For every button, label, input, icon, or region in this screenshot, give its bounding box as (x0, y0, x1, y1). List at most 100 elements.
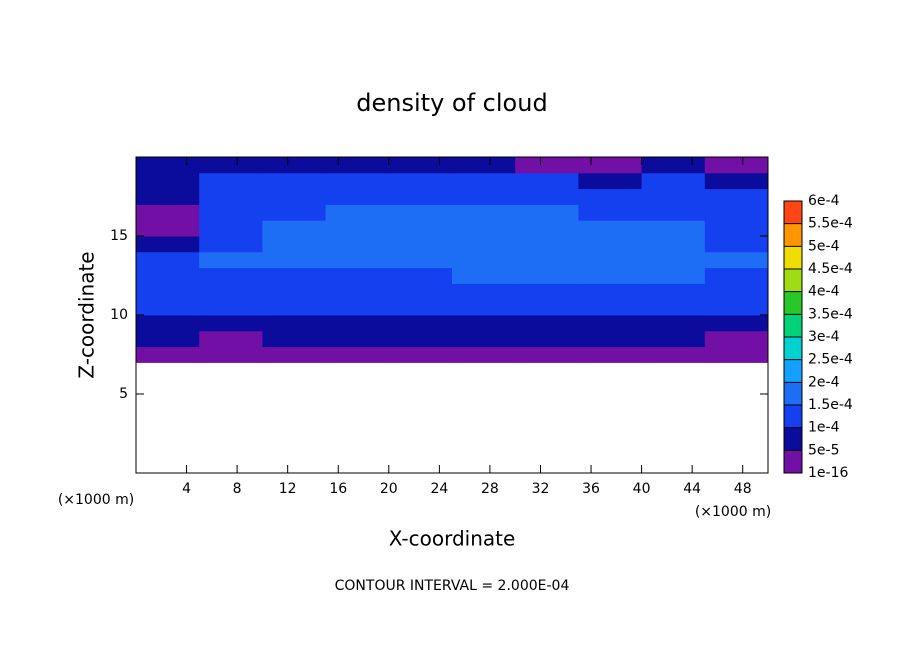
contour-cell (641, 188, 706, 205)
contour-cell (452, 267, 516, 284)
contour-cell (578, 188, 643, 205)
x-tick-label: 28 (481, 481, 499, 497)
contour-cell (325, 251, 390, 269)
contour-cell (199, 299, 263, 316)
contour-cell (262, 236, 327, 253)
colorbar-band (784, 427, 802, 451)
contour-cell (578, 236, 643, 253)
contour-cell (262, 267, 327, 284)
colorbar-label: 4e-4 (808, 284, 840, 300)
contour-cell (199, 283, 263, 300)
contour-cell (388, 315, 453, 332)
contour-cell (388, 236, 453, 253)
contour-cell (641, 299, 706, 316)
contour-cell (136, 315, 200, 332)
contour-cell (199, 330, 263, 348)
contour-cell (515, 346, 579, 363)
contour-cell (136, 267, 200, 284)
contour-cell (452, 157, 516, 174)
colorbar-band (784, 201, 802, 224)
colorbar-label: 1e-4 (808, 420, 840, 436)
contour-cell (325, 188, 390, 205)
contour-cell (388, 283, 453, 300)
contour-cell (515, 267, 579, 284)
contour-cell (515, 188, 579, 205)
contour-cell (136, 236, 200, 253)
contour-cell (388, 172, 453, 190)
contour-cell (578, 251, 643, 269)
contour-cell (452, 330, 516, 348)
colorbar-label: 5e-4 (808, 238, 840, 254)
y-axis-title: Z-coordinate (75, 251, 99, 378)
contour-cell (262, 346, 327, 363)
contour-cell (578, 299, 643, 316)
contour-cell (136, 299, 200, 316)
colorbar-band (784, 382, 802, 405)
colorbar-band (784, 359, 802, 383)
contour-cell (136, 346, 200, 363)
colorbar-band (784, 246, 802, 269)
contour-cell (704, 251, 769, 269)
contour-cell (262, 157, 327, 174)
contour-cell (199, 251, 263, 269)
contour-cell (515, 315, 579, 332)
contour-cell (641, 267, 706, 284)
contour-cell (452, 172, 516, 190)
contour-cell (262, 172, 327, 190)
contour-cell (452, 188, 516, 205)
x-tick-label: 44 (683, 481, 701, 497)
contour-cell (262, 315, 327, 332)
contour-cell (199, 346, 263, 363)
contour-cell (641, 204, 706, 221)
contour-cell (578, 172, 643, 190)
contour-cell (578, 267, 643, 284)
contour-cell (641, 346, 706, 363)
contour-cell (452, 315, 516, 332)
contour-cell (452, 251, 516, 269)
contour-cell (388, 346, 453, 363)
contour-cell (704, 236, 769, 253)
contour-cell (515, 251, 579, 269)
contour-cell (515, 283, 579, 300)
contour-cell (452, 299, 516, 316)
contour-cell (262, 188, 327, 205)
contour-cell (515, 299, 579, 316)
x-tick-label: 48 (734, 481, 752, 497)
chart-title: density of cloud (356, 89, 547, 117)
contour-cell (325, 330, 390, 348)
contour-cell (262, 204, 327, 221)
x-tick-label: 20 (380, 481, 398, 497)
y-tick-label: 15 (110, 228, 128, 244)
contour-cell (388, 157, 453, 174)
contour-cell (641, 220, 706, 237)
contour-cell (388, 220, 453, 237)
contour-cell (199, 172, 263, 190)
contour-cell (452, 220, 516, 237)
contour-cell (325, 346, 390, 363)
contour-cell (199, 220, 263, 237)
colorbar-label: 3e-4 (808, 329, 840, 345)
colorbar-label: 5e-5 (808, 442, 839, 458)
contour-cell (515, 236, 579, 253)
x-tick-label: 40 (633, 481, 651, 497)
x-tick-label: 12 (279, 481, 297, 497)
contour-cell (325, 172, 390, 190)
contour-cell (388, 267, 453, 284)
y-unit: (×1000 m) (58, 492, 134, 508)
contour-cell (136, 157, 200, 174)
contour-cell (452, 204, 516, 221)
contour-cell (262, 251, 327, 269)
contour-cell (452, 236, 516, 253)
contour-cell (704, 283, 769, 300)
contour-cell (704, 204, 769, 221)
contour-cell (704, 157, 769, 174)
contour-cell (641, 157, 706, 174)
x-axis-title: X-coordinate (389, 527, 516, 551)
contour-cell (136, 172, 200, 190)
contour-cell (325, 220, 390, 237)
colorbar-label: 4.5e-4 (808, 261, 853, 277)
contour-cell (136, 220, 200, 237)
contour-cell (262, 220, 327, 237)
contour-note: CONTOUR INTERVAL = 2.000E-04 (335, 578, 570, 594)
